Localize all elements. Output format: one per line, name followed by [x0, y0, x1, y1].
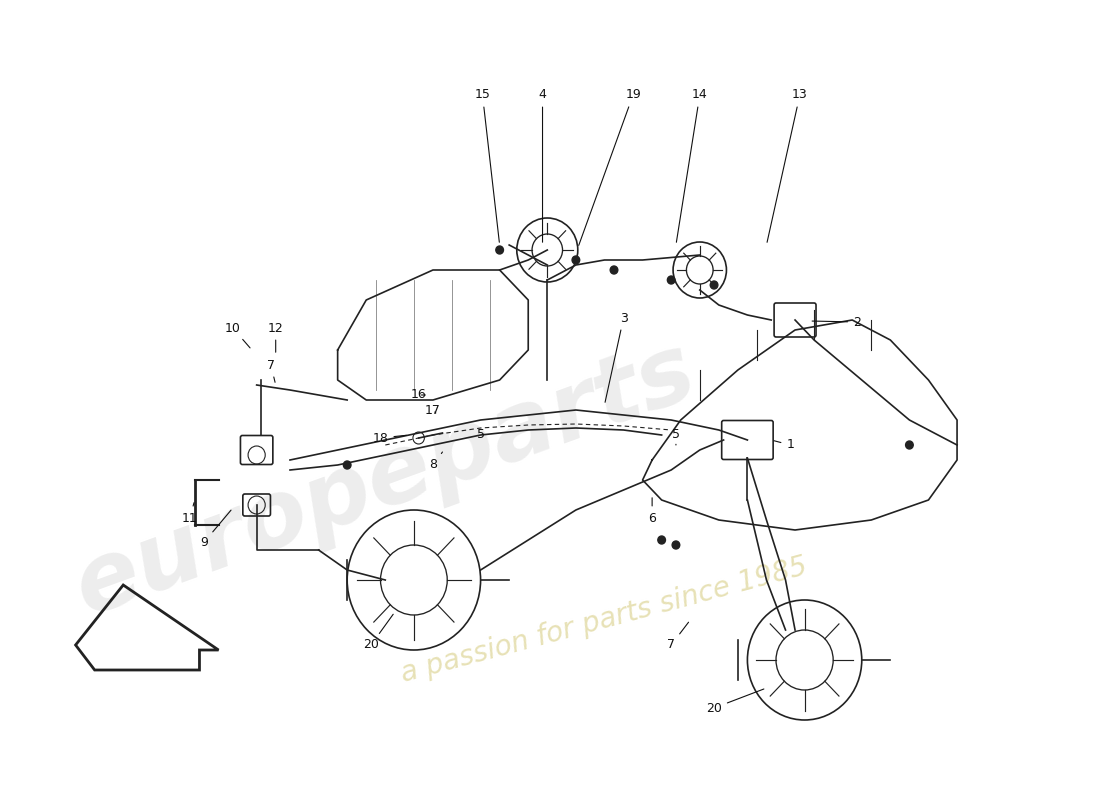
Text: 12: 12 — [267, 322, 284, 352]
Text: 14: 14 — [676, 89, 707, 242]
Circle shape — [496, 246, 504, 254]
Circle shape — [610, 266, 618, 274]
Text: 11: 11 — [183, 502, 198, 525]
Text: 5: 5 — [672, 429, 680, 445]
Text: 20: 20 — [363, 614, 393, 651]
Text: a passion for parts since 1985: a passion for parts since 1985 — [398, 552, 811, 688]
Text: 1: 1 — [774, 438, 794, 451]
Text: 4: 4 — [539, 89, 547, 242]
Circle shape — [658, 536, 666, 544]
Text: europeparts: europeparts — [63, 325, 708, 635]
Text: 13: 13 — [767, 89, 807, 242]
Text: 15: 15 — [474, 89, 499, 242]
Text: 7: 7 — [267, 358, 275, 382]
Circle shape — [711, 281, 718, 289]
Text: 17: 17 — [425, 403, 441, 417]
Text: 2: 2 — [812, 315, 861, 329]
Text: 5: 5 — [476, 429, 485, 442]
Text: 20: 20 — [706, 689, 763, 714]
Circle shape — [672, 541, 680, 549]
Circle shape — [905, 441, 913, 449]
Text: 19: 19 — [579, 89, 641, 246]
Text: 9: 9 — [200, 510, 231, 549]
Circle shape — [572, 256, 580, 264]
Text: 8: 8 — [429, 452, 442, 471]
Text: 6: 6 — [648, 498, 656, 525]
Text: 3: 3 — [605, 311, 627, 402]
Text: 18: 18 — [373, 431, 406, 445]
Circle shape — [668, 276, 675, 284]
Circle shape — [343, 461, 351, 469]
Text: 10: 10 — [224, 322, 250, 348]
Text: 7: 7 — [668, 622, 689, 651]
Text: 16: 16 — [410, 389, 427, 402]
